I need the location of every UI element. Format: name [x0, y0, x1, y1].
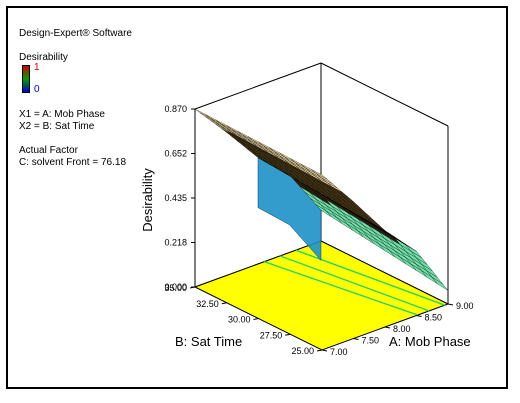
y-tick-mark — [316, 349, 323, 352]
factor-x1-label: X1 = A: Mob Phase — [19, 109, 105, 120]
z-tick-label: 0.218 — [164, 238, 187, 248]
x-tick-mark — [416, 315, 422, 317]
x-axis-title: A: Mob Phase — [389, 334, 471, 349]
z-tick-label: 0.435 — [164, 193, 187, 203]
x-tick-mark — [353, 338, 359, 340]
y-tick-label: 35.00 — [164, 283, 187, 293]
x-tick-mark — [384, 326, 391, 329]
colorbar — [22, 65, 30, 93]
colorbar-max-label: 1 — [34, 62, 40, 73]
back-wall-top-edge — [194, 62, 322, 110]
contour-line-1 — [264, 261, 419, 316]
x-tick-mark — [321, 349, 328, 352]
x-tick-label: 8.00 — [393, 324, 411, 334]
y-tick-label: 30.00 — [228, 315, 251, 325]
y-axis-title: B: Sat Time — [175, 334, 242, 349]
z-tick-label: 0.652 — [164, 149, 187, 159]
y-tick-label: 25.00 — [291, 346, 314, 356]
actual-factor-value: C: solvent Front = 76.18 — [19, 157, 127, 168]
colorbar-min-label: 0 — [34, 84, 40, 95]
x-tick-label: 8.50 — [425, 313, 443, 323]
surface-cell — [194, 108, 211, 119]
y-tick-mark — [285, 333, 291, 336]
software-title: Design-Expert® Software — [19, 28, 132, 39]
surface-cell — [432, 277, 449, 291]
right-wall-top-edge — [320, 62, 449, 127]
surface-mesh — [194, 108, 449, 291]
x-tick-label: 7.50 — [362, 336, 380, 346]
y-tick-label: 27.50 — [260, 330, 283, 340]
z-axis-title: Desirability — [140, 168, 155, 232]
y-tick-mark — [253, 318, 259, 320]
y-tick-mark — [189, 286, 196, 289]
x-tick-label: 9.00 — [456, 301, 474, 311]
y-tick-label: 32.50 — [196, 299, 219, 309]
y-tick-mark — [221, 302, 227, 305]
response-name: Desirability — [19, 52, 68, 63]
x-tick-label: 7.00 — [330, 347, 348, 357]
factor-x2-label: X2 = B: Sat Time — [19, 121, 95, 132]
x-tick-mark — [447, 303, 454, 306]
z-tick-label: 0.000 — [164, 282, 187, 292]
actual-factor-title: Actual Factor — [19, 145, 78, 156]
contour-line-2 — [279, 255, 430, 312]
z-tick-label: 0.870 — [164, 104, 187, 114]
plot-frame — [6, 6, 508, 389]
surface-cell — [200, 112, 217, 123]
